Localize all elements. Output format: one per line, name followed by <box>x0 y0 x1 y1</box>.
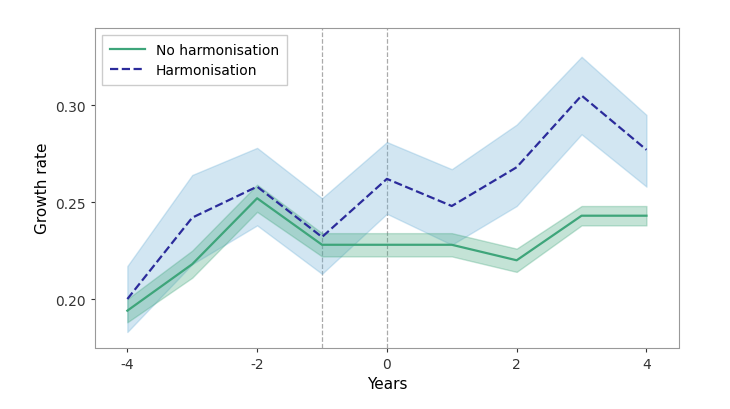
Line: Harmonisation: Harmonisation <box>127 96 647 299</box>
No harmonisation <box>642 214 651 219</box>
No harmonisation <box>253 196 261 201</box>
Legend: No harmonisation, Harmonisation: No harmonisation, Harmonisation <box>102 36 288 85</box>
Harmonisation <box>577 94 586 99</box>
Harmonisation <box>253 185 261 190</box>
No harmonisation <box>123 308 131 313</box>
No harmonisation <box>447 243 456 247</box>
Harmonisation <box>318 235 326 240</box>
Harmonisation <box>383 177 391 182</box>
No harmonisation <box>512 258 521 263</box>
Line: No harmonisation: No harmonisation <box>127 199 647 311</box>
Harmonisation <box>512 165 521 170</box>
Harmonisation <box>642 148 651 153</box>
No harmonisation <box>188 262 196 267</box>
Harmonisation <box>188 216 196 220</box>
X-axis label: Years: Years <box>366 376 407 391</box>
No harmonisation <box>318 243 326 247</box>
No harmonisation <box>577 214 586 219</box>
No harmonisation <box>383 243 391 247</box>
Harmonisation <box>123 297 131 302</box>
Harmonisation <box>447 204 456 209</box>
Y-axis label: Growth rate: Growth rate <box>35 142 50 234</box>
